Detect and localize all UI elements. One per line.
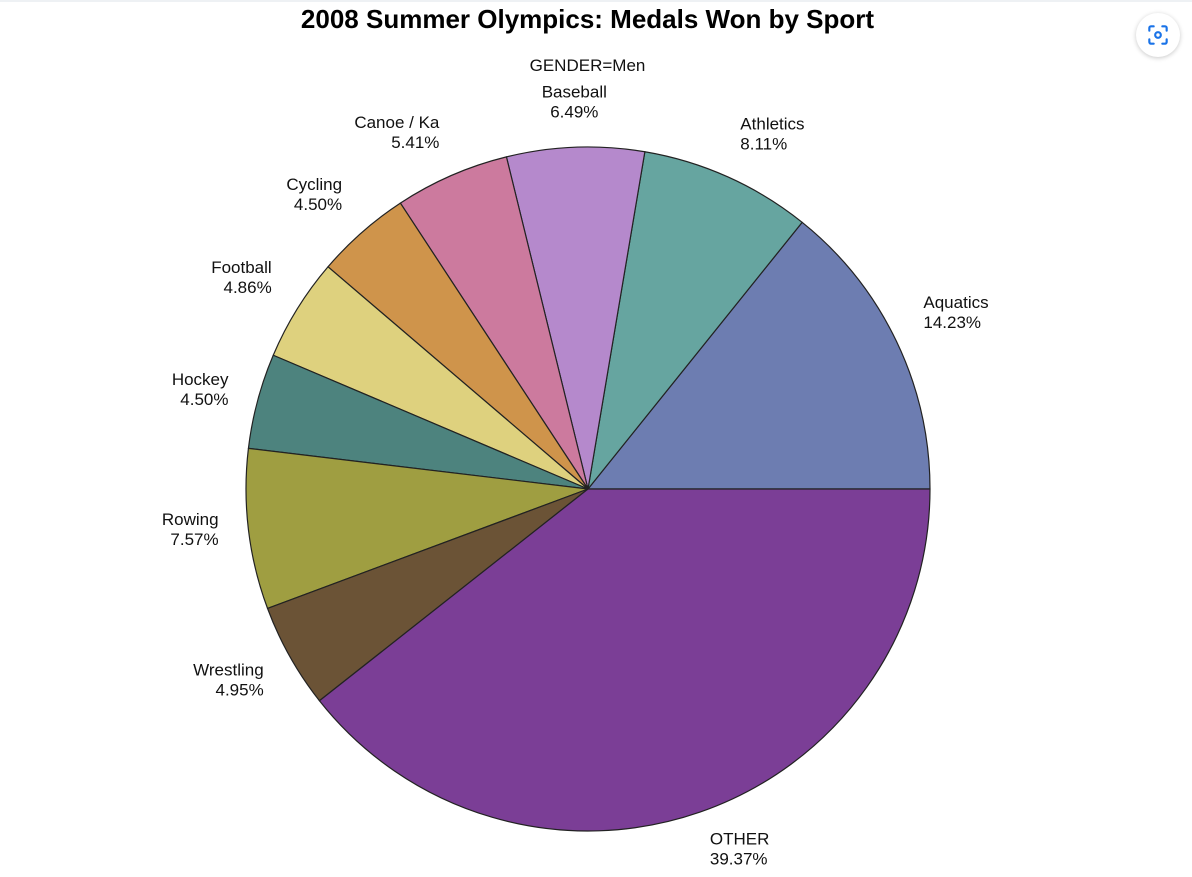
pie-slice-athletics <box>587 151 803 490</box>
slice-label-football: Football 4.86% <box>211 258 271 297</box>
slice-label-hockey: Hockey 4.50% <box>172 370 229 409</box>
chart-subtitle: GENDER=Men <box>529 56 646 75</box>
slice-label-baseball: Baseball 6.49% <box>542 82 607 121</box>
slice-label-wrestling: Wrestling 4.95% <box>193 660 264 699</box>
slice-label-other: OTHER 39.37% <box>710 830 770 869</box>
slice-label-aquatics: Aquatics 14.23% <box>923 293 988 332</box>
slice-labels: Aquatics 14.23% Athletics 8.11% Baseball 6.49… <box>162 82 989 868</box>
top-border <box>0 0 1192 2</box>
chart-title: 2008 Summer Olympics: Medals Won by Spor… <box>300 4 875 34</box>
pie-slice-other <box>318 488 931 832</box>
slice-label-canoe-ka: Canoe / Ka 5.41% <box>354 113 440 152</box>
slice-label-cycling: Cycling 4.50% <box>286 175 342 214</box>
slice-label-rowing: Rowing 7.57% <box>162 510 219 549</box>
pie-slice-rowing <box>245 447 589 609</box>
focus-scan-icon <box>1148 25 1168 45</box>
pie-slice-aquatics <box>587 221 931 490</box>
slice-label-athletics: Athletics 8.11% <box>740 115 804 154</box>
pie-slice-baseball <box>505 146 646 490</box>
pie-slices <box>245 146 931 832</box>
focus-mode-button[interactable] <box>1136 13 1180 57</box>
